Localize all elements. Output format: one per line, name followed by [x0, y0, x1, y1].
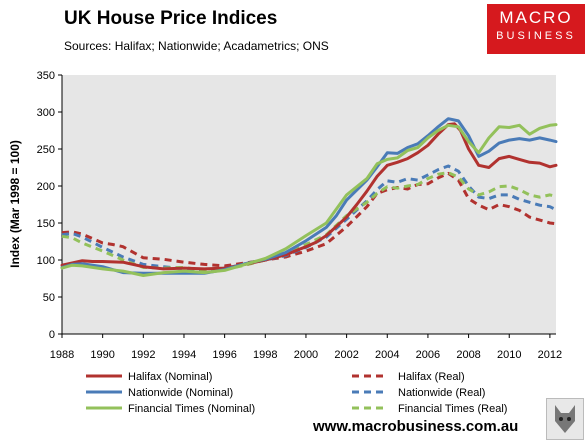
y-tick-label: 250	[37, 144, 55, 156]
x-tick-label: 2000	[294, 349, 318, 361]
y-axis-label: Index (Mar 1998 = 100)	[8, 140, 22, 268]
x-tick-label: 1998	[253, 349, 277, 361]
wolf-logo-icon	[546, 398, 584, 440]
legend-label: Nationwide (Nominal)	[128, 387, 233, 399]
legend-label: Financial Times (Real)	[398, 403, 507, 415]
x-axis: 1988 1990 1992 1994 1996 1998 2000 2002 2004 2006…	[50, 334, 562, 361]
plot-area	[62, 75, 556, 334]
x-tick-label: 1990	[90, 349, 114, 361]
x-tick-label: 1988	[50, 349, 74, 361]
x-tick-label: 2004	[375, 349, 399, 361]
footer-url: www.macrobusiness.com.au	[313, 418, 518, 435]
y-tick-label: 50	[43, 292, 55, 304]
legend: Halifax (Nominal) Halifax (Real) Nationwid…	[86, 371, 507, 415]
x-tick-label: 2008	[456, 349, 480, 361]
y-tick-label: 0	[49, 329, 55, 341]
y-axis: 0 50 100 150 200 250 300 350	[37, 70, 62, 341]
y-tick-label: 100	[37, 255, 55, 267]
y-tick-label: 350	[37, 70, 55, 82]
x-tick-label: 2010	[497, 349, 521, 361]
x-tick-label: 1996	[212, 349, 236, 361]
legend-label: Halifax (Nominal)	[128, 371, 212, 383]
x-tick-label: 2012	[538, 349, 562, 361]
x-tick-label: 1992	[131, 349, 155, 361]
legend-label: Nationwide (Real)	[398, 387, 485, 399]
legend-label: Financial Times (Nominal)	[128, 403, 255, 415]
y-tick-label: 150	[37, 218, 55, 230]
x-tick-label: 2002	[334, 349, 358, 361]
y-tick-label: 200	[37, 181, 55, 193]
x-tick-label: 1994	[172, 349, 196, 361]
x-tick-label: 2006	[416, 349, 440, 361]
legend-label: Halifax (Real)	[398, 371, 465, 383]
y-tick-label: 300	[37, 107, 55, 119]
